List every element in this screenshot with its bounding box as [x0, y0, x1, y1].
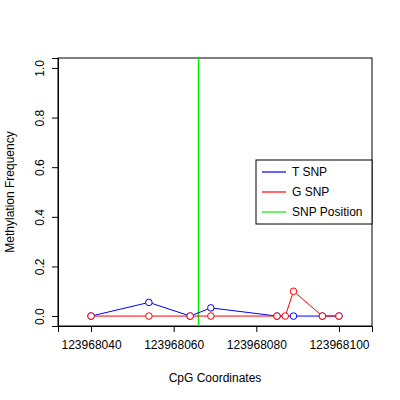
- y-tick-label: 0.0: [33, 308, 47, 325]
- y-tick-mark: [52, 316, 58, 317]
- y-axis: 0.0 0.2 0.4 0.6 0.8 1.0: [33, 59, 59, 327]
- series-point: [336, 313, 343, 320]
- y-tick-label: 1.0: [33, 60, 47, 77]
- x-tick: 123968040: [62, 326, 122, 352]
- y-axis-line: [52, 59, 59, 327]
- series-point: [336, 313, 343, 320]
- series-point: [146, 299, 153, 306]
- series-point: [88, 313, 95, 320]
- series-point: [274, 313, 281, 320]
- legend: T SNP G SNP SNP Position: [256, 160, 372, 224]
- y-axis-title: Methylation Frequency: [3, 131, 17, 252]
- x-axis: 123968040 123968060 123968080 123968100: [59, 326, 373, 352]
- y-tick-mark: [52, 217, 58, 218]
- series-point: [88, 313, 95, 320]
- x-axis-line: [59, 327, 373, 333]
- series-line: [91, 302, 339, 316]
- series-line: [91, 291, 339, 316]
- legend-swatch: [262, 171, 286, 172]
- x-tick-label: 123968100: [309, 338, 369, 352]
- y-tick-mark: [52, 68, 58, 69]
- series-point: [290, 288, 297, 295]
- x-tick-label: 123968080: [227, 338, 287, 352]
- series-point: [319, 313, 326, 320]
- series-point: [319, 313, 326, 320]
- y-tick-mark: [52, 266, 58, 267]
- y-tick: 0.4: [33, 209, 58, 226]
- legend-swatch: [262, 211, 286, 212]
- x-tick-mark: [91, 326, 92, 332]
- y-tick: 0.6: [33, 159, 58, 176]
- x-tick-mark: [339, 326, 340, 332]
- x-tick-label: 123968060: [144, 338, 204, 352]
- x-tick-label: 123968040: [62, 338, 122, 352]
- series-point: [208, 313, 215, 320]
- series-point: [187, 313, 194, 320]
- legend-label: G SNP: [292, 185, 329, 199]
- y-tick-label: 0.6: [33, 159, 47, 176]
- plot-area: [88, 58, 342, 326]
- x-tick: 123968080: [227, 326, 287, 352]
- legend-box: [256, 160, 372, 224]
- series-point: [290, 313, 297, 320]
- series-point: [282, 313, 289, 320]
- y-tick-mark: [52, 167, 58, 168]
- y-tick: 0.2: [33, 258, 58, 275]
- x-tick-mark: [256, 326, 257, 332]
- snp-line: [198, 58, 200, 326]
- y-tick: 0.8: [33, 109, 58, 126]
- series-point: [146, 313, 153, 320]
- y-tick: 1.0: [33, 60, 58, 77]
- series-point: [187, 313, 194, 320]
- x-tick: 123968060: [144, 326, 204, 352]
- plot-frame: [58, 58, 372, 326]
- x-axis-title: CpG Coordinates: [169, 371, 262, 385]
- series-point: [274, 313, 281, 320]
- x-tick-mark: [174, 326, 175, 332]
- y-tick-label: 0.2: [33, 258, 47, 275]
- y-tick-label: 0.8: [33, 109, 47, 126]
- y-tick: 0.0: [33, 308, 58, 325]
- y-tick-label: 0.4: [33, 209, 47, 226]
- series-point: [208, 305, 215, 312]
- x-tick: 123968100: [309, 326, 369, 352]
- y-tick-mark: [52, 118, 58, 119]
- legend-label: SNP Position: [292, 205, 362, 219]
- legend-label: T SNP: [292, 165, 327, 179]
- legend-swatch: [262, 191, 286, 192]
- chart: 1239680401239680601239680801239681000.00…: [0, 0, 400, 400]
